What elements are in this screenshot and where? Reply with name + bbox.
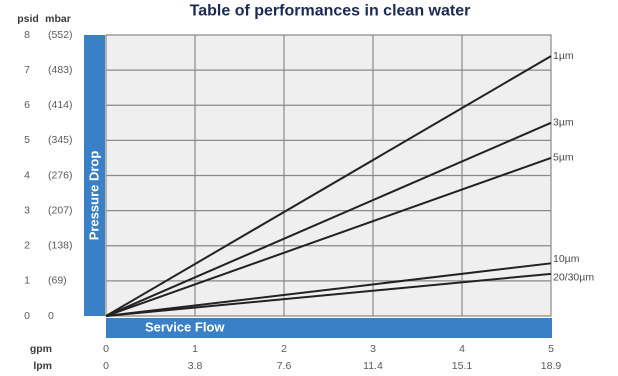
- grid: [105, 34, 552, 317]
- series-label: 5µm: [553, 152, 574, 164]
- y-tick-psid: 3: [24, 204, 30, 216]
- y-tick-mbar: (207): [48, 204, 73, 216]
- y-tick-psid: 1: [24, 275, 30, 287]
- series-line: [105, 121, 552, 317]
- x-tick-gpm: 2: [281, 343, 287, 355]
- series-label: 10µm: [553, 253, 580, 265]
- x-tick-gpm: 1: [192, 343, 198, 355]
- y-tick-mbar: (483): [48, 64, 73, 76]
- series-labels: 1µm 3µm 5µm 10µm 20/30µm: [553, 50, 594, 284]
- x-tick-gpm: 5: [548, 343, 554, 355]
- x-tick-gpm: 0: [103, 343, 109, 355]
- y-tick-mbar: (345): [48, 134, 73, 146]
- x-tick-labels: 0 0 1 3.8 2 7.6 3 11.4 4 15.1 5 18.9: [103, 343, 561, 372]
- x-tick-gpm: 4: [459, 343, 465, 355]
- series-label: 3µm: [553, 117, 574, 129]
- y-tick-mbar: (276): [48, 169, 73, 181]
- y-tick-mbar: (69): [48, 275, 67, 287]
- y-tick-mbar: 0: [48, 310, 54, 322]
- x-tick-lpm: 15.1: [452, 360, 473, 372]
- y-tick-psid: 2: [24, 240, 30, 252]
- y-tick-mbar: (552): [48, 29, 73, 41]
- series-line: [105, 156, 552, 317]
- y-tick-psid: 0: [24, 310, 30, 322]
- series-lines: [105, 55, 552, 317]
- series-line: [105, 55, 552, 317]
- x-unit-lpm: lpm: [33, 360, 52, 372]
- y-tick-psid: 6: [24, 99, 30, 111]
- y-tick-mbar: (414): [48, 99, 73, 111]
- y-unit-mbar: mbar: [45, 13, 71, 25]
- y-tick-psid: 5: [24, 134, 30, 146]
- series-label: 1µm: [553, 50, 574, 62]
- series-label: 20/30µm: [553, 272, 594, 284]
- y-tick-labels: 0 0 1 (69) 2 (138) 3 (207) 4 (276) 5 (345) 6 (414) 7 (4…: [24, 29, 72, 322]
- y-axis-label: Pressure Drop: [86, 151, 101, 241]
- y-unit-psid: psid: [17, 13, 39, 25]
- x-unit-gpm: gpm: [30, 343, 52, 355]
- y-tick-psid: 8: [24, 29, 30, 41]
- x-axis-band: [106, 318, 552, 338]
- x-tick-lpm: 7.6: [277, 360, 292, 372]
- x-tick-lpm: 18.9: [541, 360, 562, 372]
- x-tick-gpm: 3: [370, 343, 376, 355]
- x-tick-lpm: 0: [103, 360, 109, 372]
- series-line: [105, 272, 552, 317]
- x-tick-lpm: 3.8: [188, 360, 203, 372]
- x-tick-lpm: 11.4: [363, 360, 383, 372]
- y-axis-band: [84, 35, 105, 316]
- y-tick-psid: 4: [24, 169, 30, 181]
- axis-bands: Pressure Drop Service Flow: [84, 35, 552, 338]
- chart-title: Table of performances in clean water: [190, 2, 471, 19]
- y-tick-mbar: (138): [48, 240, 73, 252]
- x-axis-label: Service Flow: [145, 319, 225, 334]
- y-tick-psid: 7: [24, 64, 30, 76]
- series-line: [105, 262, 552, 317]
